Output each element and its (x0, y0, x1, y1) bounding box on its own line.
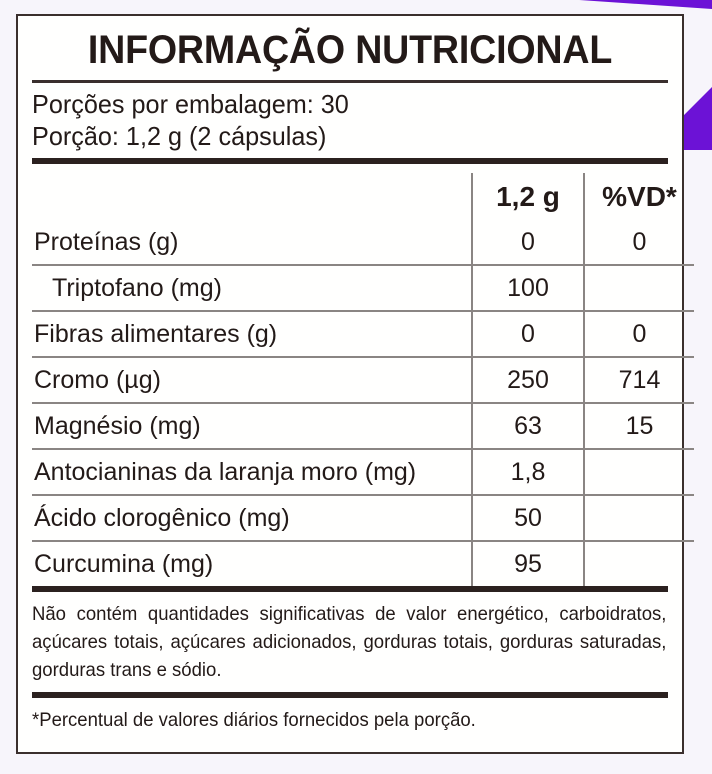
nutrient-name: Proteínas (g) (34, 227, 179, 256)
nutrition-table: 1,2 g %VD* Proteínas (g) 0 0 Triptofano … (32, 173, 694, 587)
nutrient-daily-value (583, 264, 694, 312)
servings-per-package: Porções por embalagem: 30 (32, 89, 349, 119)
nutrient-name: Cromo (µg) (32, 356, 472, 404)
table-row: Proteínas (g) 0 0 (32, 220, 694, 266)
nutrient-name: Ácido clorogênico (mg) (32, 494, 472, 542)
nutrient-name: Triptofano (mg) (32, 264, 472, 312)
nutrient-name: Magnésio (mg) (32, 402, 472, 450)
title-divider (32, 80, 668, 83)
nutrient-daily-value (583, 494, 694, 542)
nutrition-facts-panel: INFORMAÇÃO NUTRICIONAL Porções por embal… (16, 14, 694, 754)
nutrient-daily-value (583, 448, 694, 496)
footnote-divider (32, 691, 668, 698)
nutrient-amount: 63 (471, 402, 584, 450)
table-row: Magnésio (mg) 63 15 (32, 402, 694, 450)
footnote-daily-value-note: *Percentual de valores diários fornecido… (32, 708, 476, 731)
nutrition-table-wrapper: 1,2 g %VD* Proteínas (g) 0 0 Triptofano … (32, 173, 694, 587)
column-header-amount: 1,2 g (471, 173, 584, 221)
table-row: Fibras alimentares (g) 0 0 (32, 310, 694, 358)
nutrient-daily-value: 714 (583, 356, 694, 404)
serving-information: Porções por embalagem: 30 Porção: 1,2 g … (32, 83, 668, 158)
nutrition-table-body: Proteínas (g) 0 0 Triptofano (mg) 100 Fi… (32, 220, 694, 587)
nutrient-amount: 250 (471, 356, 584, 404)
nutrient-name: Antocianinas da laranja moro (mg) (32, 448, 472, 496)
table-header-row: 1,2 g %VD* (32, 173, 694, 221)
column-header-daily-value: %VD* (583, 173, 694, 221)
table-row: Antocianinas da laranja moro (mg) 1,8 (32, 448, 694, 496)
nutrient-amount: 50 (471, 494, 584, 542)
column-header-nutrient (32, 173, 472, 220)
nutrient-daily-value (583, 540, 694, 587)
nutrient-amount: 95 (471, 540, 584, 587)
table-top-divider (32, 158, 668, 165)
table-row: Cromo (µg) 250 714 (32, 356, 694, 404)
table-top-spacer (32, 164, 668, 173)
footnote-insignificant-amounts: Não contém quantidades significativas de… (32, 603, 667, 681)
nutrient-amount: 1,8 (471, 448, 584, 496)
page-title: INFORMAÇÃO NUTRICIONAL (87, 28, 613, 72)
table-row: Curcumina (mg) 95 (32, 540, 694, 587)
nutrient-daily-value: 15 (583, 402, 694, 450)
serving-size: Porção: 1,2 g (2 cápsulas) (32, 121, 327, 152)
table-row: Ácido clorogênico (mg) 50 (32, 494, 694, 542)
nutrient-daily-value: 0 (583, 220, 694, 266)
nutrient-daily-value: 0 (583, 310, 694, 358)
nutrient-name: Curcumina (mg) (32, 540, 472, 587)
nutrient-amount: 0 (471, 310, 584, 358)
table-bottom-divider (32, 586, 668, 593)
nutrient-amount: 0 (471, 220, 584, 266)
nutrient-name: Fibras alimentares (g) (32, 310, 472, 358)
table-row: Triptofano (mg) 100 (32, 264, 694, 312)
nutrient-amount: 100 (471, 264, 584, 312)
